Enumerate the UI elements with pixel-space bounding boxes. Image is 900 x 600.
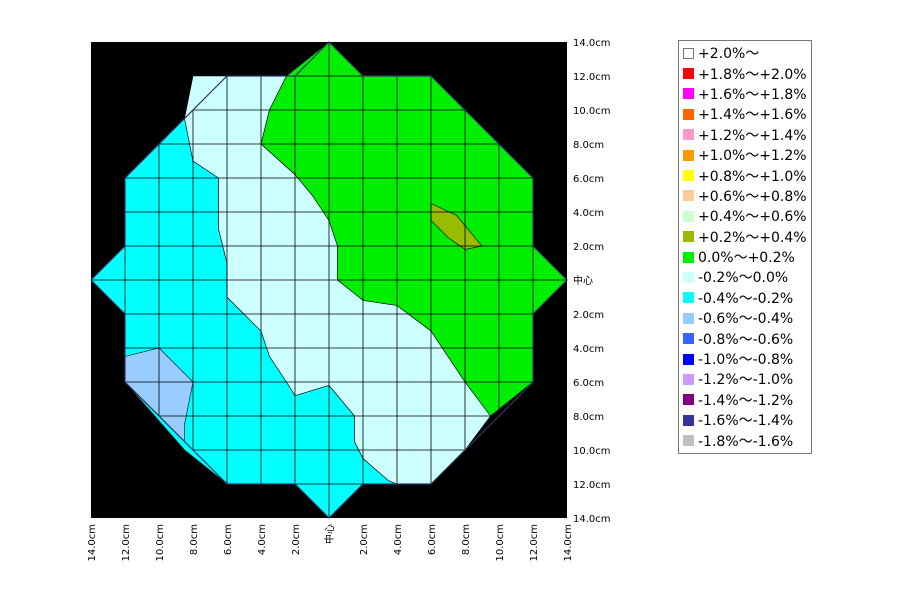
legend-item: -0.2%～0.0%	[683, 267, 811, 287]
legend-item: -1.4%～-1.2%	[683, 390, 811, 410]
legend-swatch	[683, 251, 694, 263]
legend-swatch	[683, 353, 694, 365]
legend-label: +1.4%～+1.6%	[698, 107, 807, 124]
y-tick-label: 6.0cm	[573, 378, 604, 389]
legend-swatch	[683, 394, 694, 406]
legend-item: +1.0%～+1.2%	[683, 145, 811, 165]
y-axis-ticks: 14.0cm 12.0cm 10.0cm 8.0cm 6.0cm 4.0cm 2.0cm 中心…	[573, 38, 611, 525]
legend-item: +1.2%～+1.4%	[683, 125, 811, 145]
legend-label: -1.6%～-1.4%	[698, 413, 794, 430]
legend-swatch	[683, 373, 694, 385]
legend-item: -1.2%～-1.0%	[683, 369, 811, 389]
legend-item: +0.4%～+0.6%	[683, 206, 811, 226]
legend-label: -1.0%～-0.8%	[698, 352, 794, 369]
legend-swatch	[683, 108, 694, 120]
x-tick-label: 6.0cm	[223, 524, 234, 555]
legend: +2.0%～ +1.8%～+2.0% +1.6%～+1.8% +1.4%～+1.6% +…	[678, 40, 812, 454]
legend-item: -0.8%～-0.6%	[683, 328, 811, 348]
legend-swatch	[683, 47, 694, 59]
y-tick-label: 4.0cm	[573, 344, 604, 355]
x-tick-label: 12.0cm	[529, 524, 540, 562]
x-tick-label: 4.0cm	[393, 524, 404, 555]
legend-swatch	[683, 231, 694, 243]
legend-swatch	[683, 170, 694, 182]
legend-swatch	[683, 68, 694, 80]
legend-item: +2.0%～	[683, 43, 811, 63]
x-tick-label: 8.0cm	[189, 524, 200, 555]
x-tick-label: 12.0cm	[121, 524, 132, 562]
legend-label: 0.0%～+0.2%	[698, 250, 795, 267]
legend-label: -0.8%～-0.6%	[698, 331, 794, 348]
legend-label: -1.2%～-1.0%	[698, 372, 794, 389]
legend-label: -0.2%～0.0%	[698, 270, 789, 287]
legend-label: +0.6%～+0.8%	[698, 188, 807, 205]
legend-label: -1.8%～-1.6%	[698, 433, 794, 450]
legend-swatch	[683, 414, 694, 426]
legend-item: -1.0%～-0.8%	[683, 349, 811, 369]
legend-label: +1.8%～+2.0%	[698, 66, 807, 83]
legend-label: +2.0%～	[698, 46, 760, 63]
legend-item: -0.4%～-0.2%	[683, 288, 811, 308]
legend-item: -1.6%～-1.4%	[683, 410, 811, 430]
legend-swatch	[683, 190, 694, 202]
legend-label: +1.0%～+1.2%	[698, 148, 807, 165]
y-tick-label: 2.0cm	[573, 242, 604, 253]
legend-label: +0.4%～+0.6%	[698, 209, 807, 226]
legend-item: +0.8%～+1.0%	[683, 165, 811, 185]
legend-label: +0.2%～+0.4%	[698, 229, 807, 246]
legend-swatch	[683, 129, 694, 141]
y-tick-label: 4.0cm	[573, 208, 604, 219]
y-tick-label: 中心	[573, 274, 593, 287]
y-tick-label: 12.0cm	[573, 480, 611, 491]
y-tick-label: 10.0cm	[573, 446, 611, 457]
x-tick-label: 10.0cm	[495, 524, 506, 562]
legend-swatch	[683, 312, 694, 324]
legend-label: +1.2%～+1.4%	[698, 127, 807, 144]
y-tick-label: 10.0cm	[573, 106, 611, 117]
legend-item: +1.8%～+2.0%	[683, 63, 811, 83]
legend-swatch	[683, 292, 694, 304]
wafer-outline	[90, 41, 568, 519]
legend-label: -0.6%～-0.4%	[698, 311, 794, 328]
legend-swatch	[683, 149, 694, 161]
legend-item: 0.0%～+0.2%	[683, 247, 811, 267]
legend-label: -1.4%～-1.2%	[698, 392, 794, 409]
x-tick-label: 2.0cm	[359, 524, 370, 555]
legend-swatch	[683, 333, 694, 345]
legend-swatch	[683, 271, 694, 283]
y-tick-label: 8.0cm	[573, 412, 604, 423]
y-tick-label: 14.0cm	[573, 38, 611, 49]
legend-swatch	[683, 435, 694, 447]
y-tick-label: 8.0cm	[573, 140, 604, 151]
legend-item: +0.2%～+0.4%	[683, 227, 811, 247]
x-tick-label: 6.0cm	[427, 524, 438, 555]
x-tick-label: 中心	[323, 524, 336, 544]
y-tick-label: 14.0cm	[573, 514, 611, 525]
legend-item: +1.4%～+1.6%	[683, 104, 811, 124]
y-tick-label: 2.0cm	[573, 310, 604, 321]
x-tick-label: 10.0cm	[155, 524, 166, 562]
x-axis-ticks: 14.0cm 12.0cm 10.0cm 8.0cm 6.0cm 4.0cm 2.0cm 中心…	[87, 524, 574, 562]
y-tick-label: 6.0cm	[573, 174, 604, 185]
legend-swatch	[683, 88, 694, 100]
legend-item: +0.6%～+0.8%	[683, 186, 811, 206]
legend-label: +0.8%～+1.0%	[698, 168, 807, 185]
x-tick-label: 8.0cm	[461, 524, 472, 555]
y-tick-label: 12.0cm	[573, 72, 611, 83]
wafer-edge	[90, 41, 568, 519]
x-tick-label: 4.0cm	[257, 524, 268, 555]
x-tick-label: 14.0cm	[87, 524, 98, 562]
legend-item: -1.8%～-1.6%	[683, 430, 811, 450]
legend-item: +1.6%～+1.8%	[683, 84, 811, 104]
x-tick-label: 2.0cm	[291, 524, 302, 555]
legend-item: -0.6%～-0.4%	[683, 308, 811, 328]
legend-label: +1.6%～+1.8%	[698, 86, 807, 103]
x-tick-label: 14.0cm	[563, 524, 574, 562]
legend-swatch	[683, 210, 694, 222]
legend-label: -0.4%～-0.2%	[698, 290, 794, 307]
